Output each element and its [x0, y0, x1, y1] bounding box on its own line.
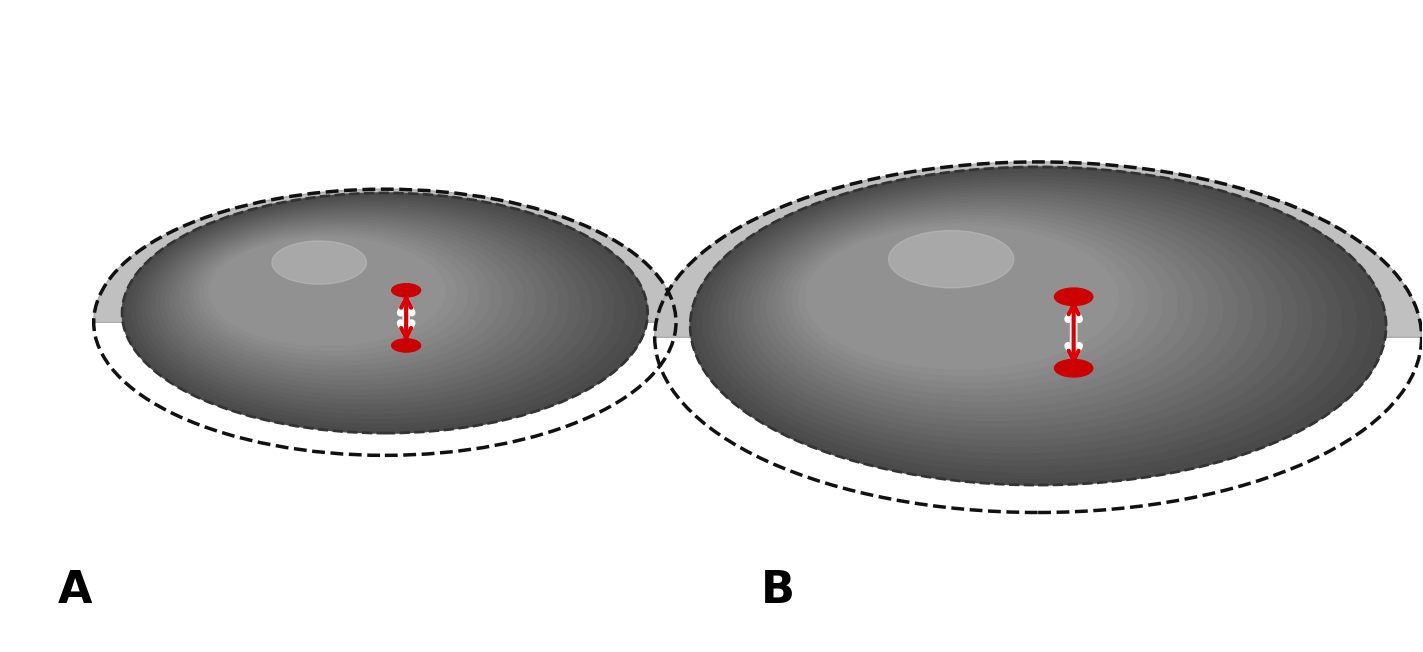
Wedge shape — [655, 162, 1422, 337]
Wedge shape — [704, 185, 1372, 337]
Circle shape — [754, 200, 1237, 421]
Circle shape — [709, 177, 1342, 466]
Circle shape — [175, 220, 524, 379]
Circle shape — [203, 235, 457, 350]
Text: A: A — [58, 569, 92, 612]
Circle shape — [1054, 359, 1093, 377]
Circle shape — [690, 167, 1386, 485]
Circle shape — [137, 200, 613, 419]
Wedge shape — [122, 203, 647, 322]
Circle shape — [697, 170, 1372, 479]
Circle shape — [798, 222, 1133, 376]
Wedge shape — [693, 179, 1383, 337]
Circle shape — [189, 228, 491, 365]
Circle shape — [773, 209, 1192, 401]
Circle shape — [785, 216, 1163, 389]
Circle shape — [747, 196, 1252, 427]
Circle shape — [391, 284, 421, 297]
Circle shape — [888, 231, 1013, 288]
Circle shape — [805, 226, 1118, 369]
Circle shape — [272, 241, 367, 284]
Circle shape — [171, 218, 535, 385]
Circle shape — [132, 198, 625, 423]
Circle shape — [179, 222, 512, 375]
Circle shape — [703, 173, 1356, 472]
Circle shape — [780, 213, 1178, 394]
Circle shape — [185, 225, 501, 370]
Circle shape — [195, 230, 480, 360]
Circle shape — [767, 206, 1208, 408]
Circle shape — [161, 213, 558, 394]
Circle shape — [157, 210, 569, 399]
Circle shape — [391, 339, 421, 352]
Wedge shape — [141, 211, 629, 322]
Circle shape — [141, 203, 602, 413]
Wedge shape — [94, 189, 676, 322]
Circle shape — [760, 203, 1222, 414]
Text: B: B — [761, 569, 795, 612]
Wedge shape — [713, 188, 1363, 337]
Wedge shape — [132, 207, 638, 322]
Circle shape — [127, 196, 636, 428]
Circle shape — [165, 215, 546, 389]
Circle shape — [716, 180, 1326, 459]
Circle shape — [147, 205, 592, 409]
Circle shape — [209, 237, 445, 346]
Circle shape — [734, 190, 1282, 440]
Circle shape — [122, 193, 647, 433]
Circle shape — [793, 219, 1148, 382]
Circle shape — [721, 183, 1312, 452]
Circle shape — [729, 186, 1296, 447]
Circle shape — [741, 193, 1266, 434]
Circle shape — [1054, 288, 1093, 306]
Circle shape — [151, 208, 581, 404]
Circle shape — [199, 232, 468, 355]
